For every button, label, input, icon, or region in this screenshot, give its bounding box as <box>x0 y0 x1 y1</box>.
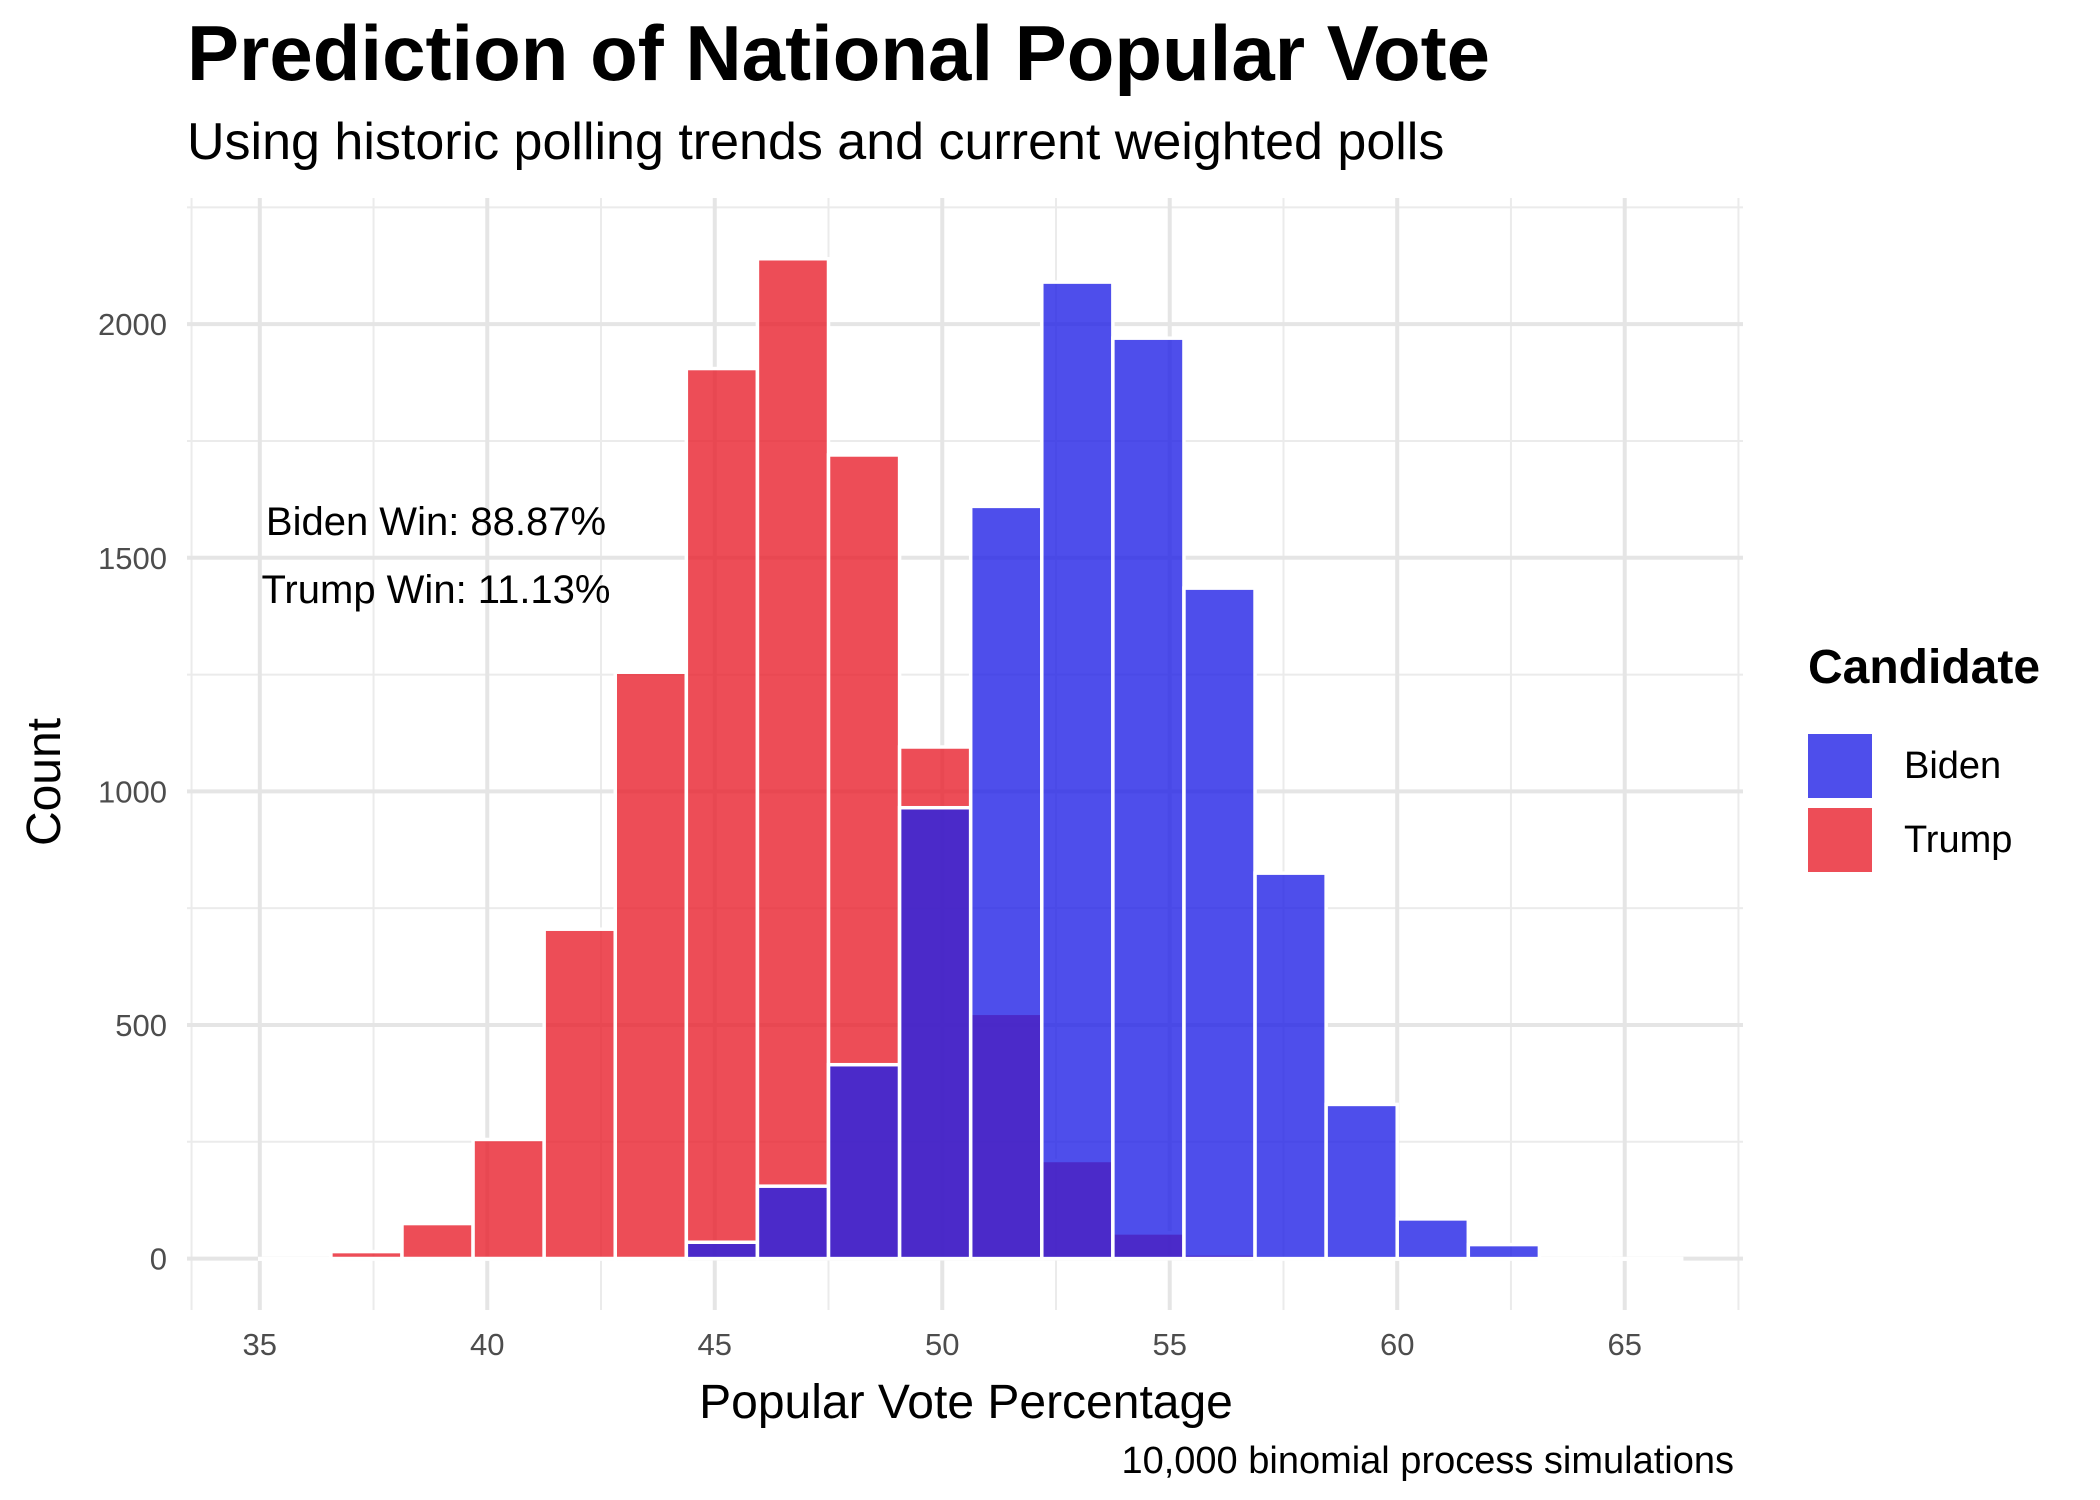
legend-label-trump: Trump <box>1904 818 2013 861</box>
bar-trump <box>542 927 617 1261</box>
y-tick-label: 2000 <box>98 307 167 342</box>
bar-biden <box>400 1256 475 1261</box>
bar-biden <box>329 1256 404 1261</box>
bar-biden <box>471 1256 546 1261</box>
bar-biden <box>897 805 973 1261</box>
bar-trump <box>613 670 689 1261</box>
x-tick-label: 55 <box>1152 1327 1186 1362</box>
bar-biden <box>1253 871 1328 1261</box>
bar-biden <box>1395 1217 1471 1261</box>
bar-biden <box>1537 1256 1613 1261</box>
bar-trump <box>471 1137 546 1261</box>
bar-biden <box>1608 1256 1684 1261</box>
legend-swatch-trump <box>1808 808 1872 872</box>
x-tick-label: 60 <box>1380 1327 1414 1362</box>
x-tick-label: 35 <box>243 1327 277 1362</box>
histogram-bars <box>258 256 1684 1261</box>
bar-trump <box>684 366 760 1261</box>
bar-biden <box>1182 586 1257 1261</box>
legend-item-biden: Biden <box>1808 729 2040 803</box>
y-tick-label: 1000 <box>98 774 167 809</box>
x-tick-label: 65 <box>1607 1327 1641 1362</box>
axis-ticks: 35 40 45 50 55 60 65 0 500 1000 1500 2000 <box>98 307 1642 1362</box>
x-tick-label: 50 <box>925 1327 959 1362</box>
chart-caption: 10,000 binomial process simulations <box>1121 1440 1734 1482</box>
legend-item-trump: Trump <box>1808 803 2040 877</box>
bar-biden <box>826 1062 902 1261</box>
bar-biden <box>613 1256 689 1261</box>
legend-title: Candidate <box>1808 641 2041 694</box>
bar-biden <box>1111 336 1186 1261</box>
bar-biden <box>1466 1242 1542 1261</box>
y-axis-title: Count <box>18 718 71 846</box>
chart-subtitle: Using historic polling trends and curren… <box>187 113 1445 171</box>
legend-swatch-biden <box>1808 734 1872 798</box>
chart-title: Prediction of National Popular Vote <box>187 9 1490 97</box>
y-tick-label: 500 <box>115 1008 167 1043</box>
bar-biden <box>968 504 1044 1261</box>
bar-trump <box>755 256 831 1261</box>
biden-win-annotation: Biden Win: 88.87% <box>266 500 606 544</box>
bar-biden <box>258 1256 333 1261</box>
x-axis-title: Popular Vote Percentage <box>699 1376 1233 1429</box>
bar-biden <box>1324 1102 1399 1261</box>
bar-trump <box>400 1221 475 1261</box>
bar-biden <box>542 1256 617 1261</box>
x-tick-label: 45 <box>698 1327 732 1362</box>
legend-label-biden: Biden <box>1904 744 2002 787</box>
y-tick-label: 1500 <box>98 541 167 576</box>
trump-win-annotation: Trump Win: 11.13% <box>261 568 610 612</box>
bar-biden <box>1040 280 1115 1261</box>
bar-biden <box>755 1184 831 1261</box>
y-tick-label: 0 <box>150 1242 167 1277</box>
legend: Candidate Biden Trump <box>1808 640 2040 877</box>
bar-biden <box>684 1240 760 1261</box>
x-tick-label: 40 <box>470 1327 504 1362</box>
